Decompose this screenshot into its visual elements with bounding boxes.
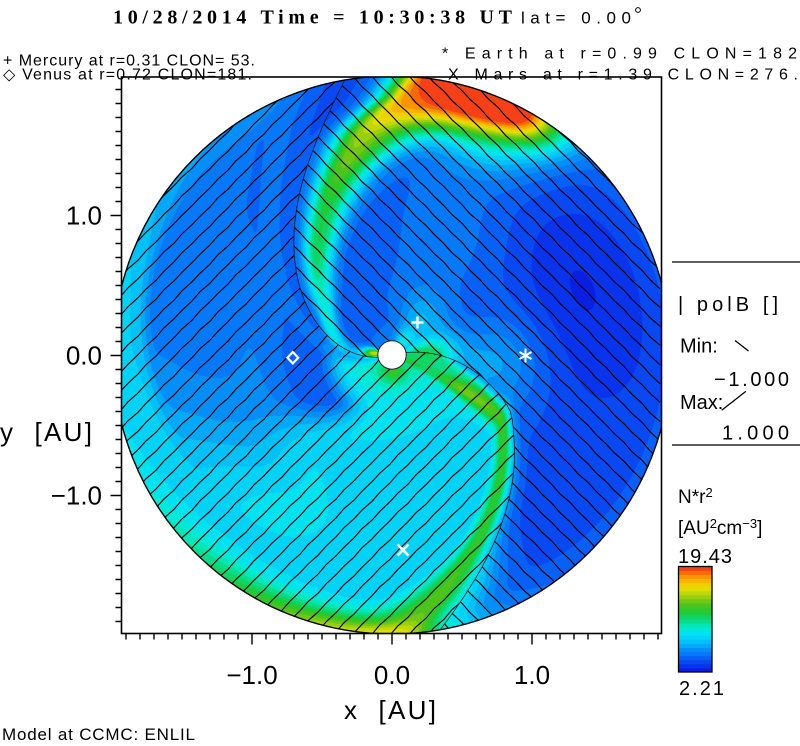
svg-text:x [AU]: x [AU] bbox=[344, 695, 436, 725]
svg-text:N*r2: N*r2 bbox=[678, 485, 713, 508]
svg-text:| polB []: | polB [] bbox=[678, 294, 778, 316]
svg-text:−1.0: −1.0 bbox=[51, 481, 102, 511]
svg-text:y [AU]: y [AU] bbox=[0, 417, 92, 447]
svg-text:19.43: 19.43 bbox=[678, 546, 732, 568]
svg-text:1.0: 1.0 bbox=[514, 660, 550, 690]
svg-text:2.21: 2.21 bbox=[679, 678, 724, 700]
svg-text:Model at CCMC: ENLIL: Model at CCMC: ENLIL bbox=[2, 725, 195, 744]
svg-text:1.0: 1.0 bbox=[66, 201, 102, 231]
svg-text:−1.0: −1.0 bbox=[226, 660, 277, 690]
svg-text:1.000: 1.000 bbox=[722, 423, 789, 445]
svg-text:−1.000: −1.000 bbox=[714, 369, 789, 391]
svg-text:0.0: 0.0 bbox=[374, 660, 410, 690]
svg-text:◇ Venus at r=0.72 CLON=181.: ◇ Venus at r=0.72 CLON=181. bbox=[3, 67, 252, 84]
svg-text:[AU2cm−3]: [AU2cm−3] bbox=[678, 516, 762, 539]
svg-text:+ Mercury at r=0.31 CLON= 53.: + Mercury at r=0.31 CLON= 53. bbox=[3, 53, 255, 70]
svg-text:Min:: Min: bbox=[680, 336, 718, 358]
svg-text:0.0: 0.0 bbox=[66, 341, 102, 371]
svg-text:Max:: Max: bbox=[680, 392, 723, 414]
